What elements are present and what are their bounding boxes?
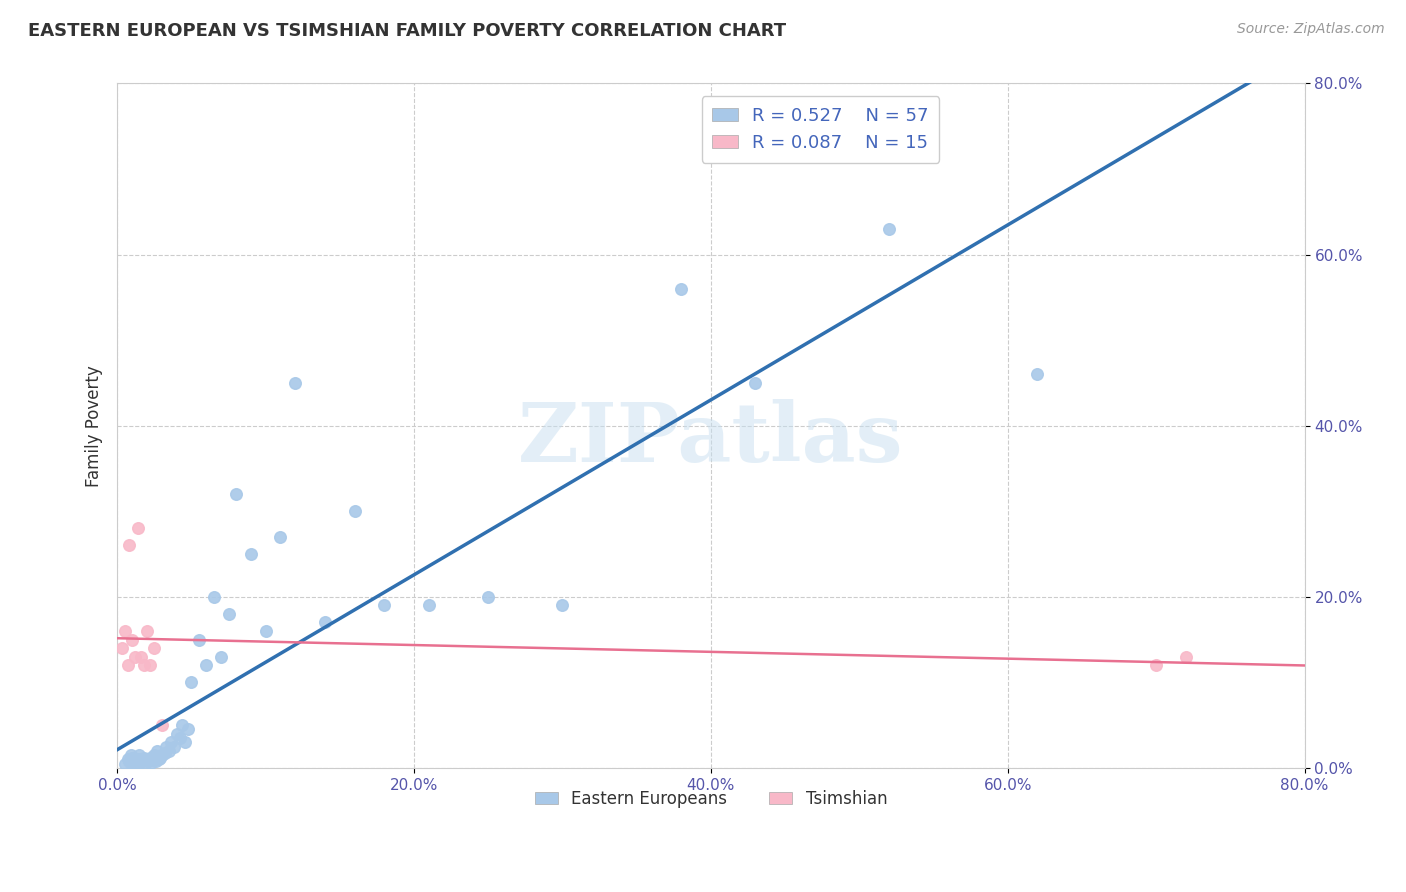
Point xyxy=(127,752,149,766)
Point xyxy=(141,756,163,770)
Point xyxy=(124,756,146,771)
Point xyxy=(138,754,160,768)
Point xyxy=(121,632,143,647)
Point xyxy=(143,748,166,763)
Point xyxy=(148,752,170,766)
Point xyxy=(187,632,209,647)
Point xyxy=(125,754,148,768)
Point xyxy=(142,752,165,766)
Point xyxy=(269,530,291,544)
Point xyxy=(1174,649,1197,664)
Point xyxy=(111,641,134,656)
Point xyxy=(150,718,173,732)
Point xyxy=(202,590,225,604)
Point xyxy=(146,744,169,758)
Point xyxy=(671,282,693,296)
Point xyxy=(239,547,262,561)
Point xyxy=(169,731,191,745)
Point xyxy=(155,739,177,754)
Point xyxy=(134,756,156,771)
Point xyxy=(218,607,240,621)
Point xyxy=(153,746,176,760)
Y-axis label: Family Poverty: Family Poverty xyxy=(86,365,103,486)
Point xyxy=(418,599,440,613)
Point xyxy=(129,752,152,766)
Point xyxy=(132,750,155,764)
Text: Source: ZipAtlas.com: Source: ZipAtlas.com xyxy=(1237,22,1385,37)
Legend: Eastern Europeans, Tsimshian: Eastern Europeans, Tsimshian xyxy=(527,783,894,814)
Point xyxy=(195,658,218,673)
Point xyxy=(128,756,150,770)
Point xyxy=(124,649,146,664)
Point xyxy=(131,754,153,768)
Text: ZIPatlas: ZIPatlas xyxy=(519,400,904,479)
Point xyxy=(135,752,157,766)
Point xyxy=(121,758,143,772)
Point xyxy=(117,658,139,673)
Point xyxy=(254,624,277,638)
Point xyxy=(343,504,366,518)
Text: EASTERN EUROPEAN VS TSIMSHIAN FAMILY POVERTY CORRELATION CHART: EASTERN EUROPEAN VS TSIMSHIAN FAMILY POV… xyxy=(28,22,786,40)
Point xyxy=(373,599,395,613)
Point xyxy=(157,744,180,758)
Point xyxy=(209,649,232,664)
Point xyxy=(127,521,149,535)
Point xyxy=(180,675,202,690)
Point xyxy=(145,754,167,768)
Point xyxy=(118,754,141,768)
Point xyxy=(121,750,143,764)
Point xyxy=(162,739,184,754)
Point xyxy=(225,487,247,501)
Point xyxy=(177,723,200,737)
Point xyxy=(129,649,152,664)
Point xyxy=(132,658,155,673)
Point xyxy=(477,590,499,604)
Point xyxy=(150,748,173,763)
Point xyxy=(174,735,197,749)
Point xyxy=(744,376,766,390)
Point xyxy=(172,718,194,732)
Point xyxy=(118,539,141,553)
Point xyxy=(135,624,157,638)
Point xyxy=(114,756,136,771)
Point xyxy=(117,752,139,766)
Point xyxy=(877,222,900,236)
Point xyxy=(120,748,142,763)
Point xyxy=(114,624,136,638)
Point xyxy=(284,376,307,390)
Point xyxy=(143,641,166,656)
Point xyxy=(1026,368,1049,382)
Point xyxy=(149,750,172,764)
Point xyxy=(159,735,181,749)
Point xyxy=(139,658,162,673)
Point xyxy=(1144,658,1167,673)
Point xyxy=(314,615,336,630)
Point xyxy=(139,750,162,764)
Point xyxy=(128,748,150,763)
Point xyxy=(551,599,574,613)
Point xyxy=(166,727,188,741)
